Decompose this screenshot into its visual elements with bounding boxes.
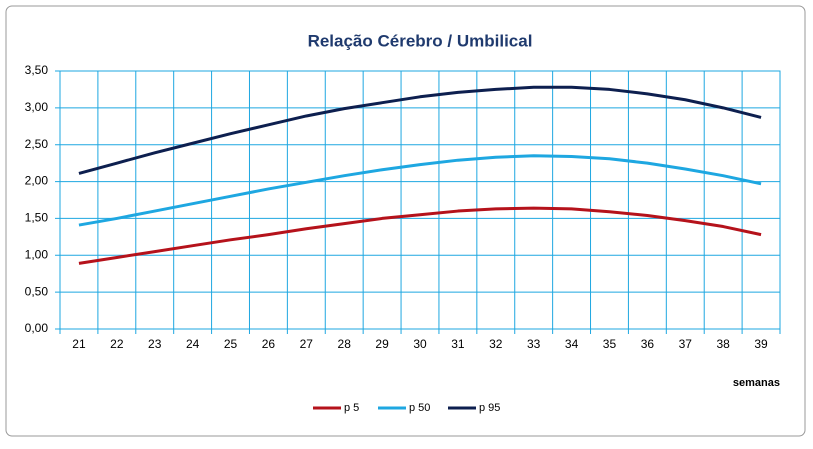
x-tick-label: 27 — [300, 337, 314, 351]
line-series — [78, 154, 762, 227]
x-tick-label: 31 — [451, 337, 465, 351]
x-tick-label: 34 — [565, 337, 579, 351]
plot-area — [59, 70, 781, 330]
y-tick-label: 0,50 — [25, 284, 49, 298]
y-tick-label: 2,50 — [25, 137, 49, 151]
x-tick-label: 37 — [679, 337, 693, 351]
y-tick-label: 0,00 — [25, 321, 49, 335]
line-series — [78, 206, 762, 265]
x-tick-label: 29 — [375, 337, 389, 351]
x-tick-label: 39 — [754, 337, 768, 351]
y-tick-label: 1,50 — [25, 211, 49, 225]
x-tick-label: 30 — [413, 337, 427, 351]
x-axis-label: semanas — [733, 377, 780, 389]
x-tick-label: 35 — [603, 337, 617, 351]
x-tick-label: 23 — [148, 337, 162, 351]
x-tick-label: 21 — [72, 337, 86, 351]
y-tick-label: 3,50 — [25, 63, 49, 77]
x-tick-label: 26 — [262, 337, 276, 351]
x-tick-label: 32 — [489, 337, 503, 351]
chart-title: Relação Cérebro / Umbilical — [308, 31, 533, 50]
y-tick-label: 2,00 — [25, 174, 49, 188]
x-tick-label: 28 — [338, 337, 352, 351]
legend-label: p 5 — [344, 402, 359, 414]
x-tick-label: 24 — [186, 337, 200, 351]
x-tick-label: 22 — [110, 337, 124, 351]
legend-label: p 95 — [479, 402, 500, 414]
x-tick-label: 36 — [641, 337, 655, 351]
x-tick-label: 25 — [224, 337, 238, 351]
legend-label: p 50 — [409, 402, 430, 414]
x-tick-label: 38 — [716, 337, 730, 351]
line-series — [78, 85, 762, 175]
y-tick-label: 3,00 — [25, 100, 49, 114]
x-tick-label: 33 — [527, 337, 541, 351]
y-tick-label: 1,00 — [25, 247, 49, 261]
